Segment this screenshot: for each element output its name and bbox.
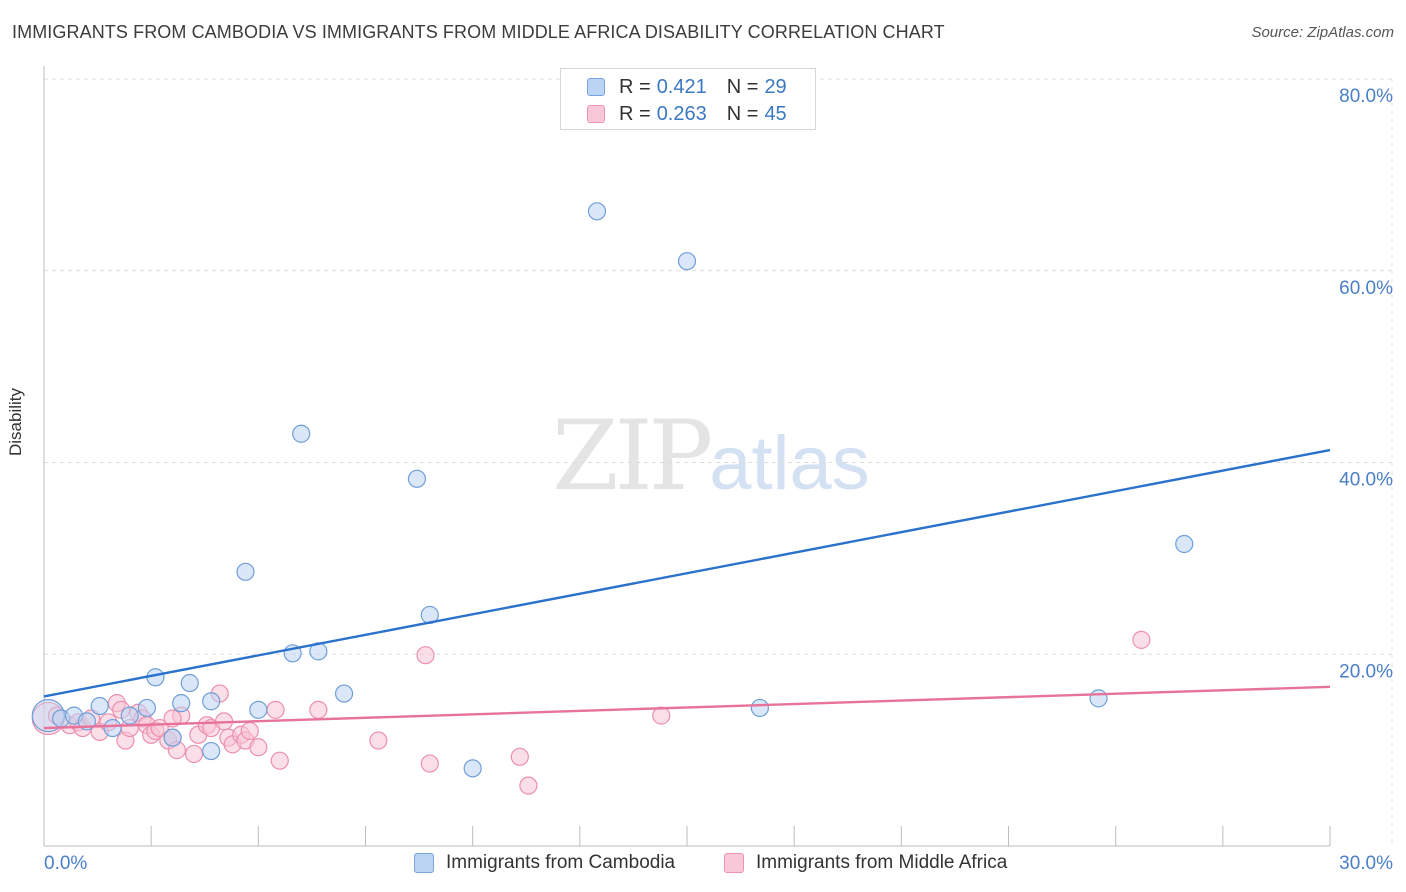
point-cambodia <box>202 741 221 761</box>
point-cambodia <box>236 562 255 581</box>
legend-n-value: 45 <box>764 102 787 125</box>
legend-n-label: N = <box>726 102 759 125</box>
legend-label: Immigrants from Cambodia <box>446 852 676 873</box>
legend-swatch-blue <box>414 853 434 873</box>
legend-label: Immigrants from Middle Africa <box>756 852 1008 873</box>
tick-labels: 20.0% 40.0% 60.0% 80.0% 0.0% 30.0% <box>44 86 1393 874</box>
bottom-legend: Immigrants from Cambodia Immigrants from… <box>0 852 1406 878</box>
legend-r-label: R = <box>619 102 651 125</box>
y-tick-label: 80.0% <box>1339 86 1393 107</box>
point-cambodia <box>750 698 769 718</box>
data-points <box>31 202 1194 795</box>
point-middle-africa <box>510 747 529 766</box>
y-tick-label: 40.0% <box>1339 470 1393 491</box>
point-cambodia <box>677 252 697 271</box>
point-cambodia <box>249 700 268 719</box>
point-middle-africa <box>184 744 204 764</box>
legend-item-cambodia[interactable]: Immigrants from Cambodia <box>414 852 675 874</box>
legend-r-label: R = <box>619 75 651 98</box>
axes <box>43 66 1331 847</box>
point-middle-africa <box>249 738 268 757</box>
point-cambodia <box>407 469 427 488</box>
point-cambodia <box>1089 689 1108 708</box>
legend-swatch-blue <box>587 78 605 96</box>
trend-line-cambodia <box>43 448 1331 698</box>
chart-title: IMMIGRANTS FROM CAMBODIA VS IMMIGRANTS F… <box>12 22 945 42</box>
point-middle-africa <box>270 751 289 770</box>
point-cambodia <box>137 698 156 718</box>
point-cambodia <box>587 202 607 221</box>
point-cambodia <box>1175 534 1194 554</box>
point-cambodia <box>202 692 221 711</box>
point-cambodia <box>103 718 122 738</box>
legend-swatch-pink <box>587 105 605 123</box>
legend-n-label: N = <box>726 75 759 98</box>
y-axis-label: Disability <box>6 387 25 456</box>
y-tick-label: 60.0% <box>1339 278 1393 299</box>
trend-lines <box>43 448 1331 730</box>
stats-legend: R = 0.421 N = 29 R = 0.263 N = 45 <box>560 68 816 130</box>
x-tick-label: 0.0% <box>44 853 87 874</box>
point-middle-africa <box>1132 630 1151 649</box>
source-label: Source: ZipAtlas.com <box>1251 24 1394 41</box>
x-tick-label: 30.0% <box>1339 853 1393 874</box>
legend-item-middle-africa[interactable]: Immigrants from Middle Africa <box>724 852 1007 874</box>
point-middle-africa <box>420 754 439 773</box>
point-cambodia <box>180 673 199 693</box>
point-cambodia <box>172 694 191 713</box>
point-cambodia <box>463 759 482 778</box>
point-middle-africa <box>266 700 285 719</box>
point-cambodia <box>90 696 109 716</box>
watermark-zip: ZIP <box>552 400 713 512</box>
point-cambodia <box>292 424 311 443</box>
point-middle-africa <box>519 776 538 795</box>
point-middle-africa <box>240 721 259 741</box>
point-cambodia <box>334 684 354 703</box>
watermark: ZIPatlas <box>552 400 870 512</box>
legend-row-middle-africa: R = 0.263 N = 45 <box>587 102 787 126</box>
point-middle-africa <box>416 646 435 665</box>
y-tick-label: 20.0% <box>1339 661 1393 682</box>
point-middle-africa <box>369 731 388 750</box>
point-middle-africa <box>309 700 328 719</box>
watermark-atlas: atlas <box>709 421 870 506</box>
legend-r-value: 0.263 <box>656 102 707 125</box>
point-cambodia <box>163 728 182 747</box>
legend-swatch-pink <box>724 853 744 873</box>
legend-n-value: 29 <box>764 75 787 98</box>
legend-row-cambodia: R = 0.421 N = 29 <box>587 75 787 99</box>
point-cambodia <box>120 706 139 725</box>
trend-line-middle-africa <box>43 685 1331 730</box>
legend-r-value: 0.421 <box>656 75 707 98</box>
